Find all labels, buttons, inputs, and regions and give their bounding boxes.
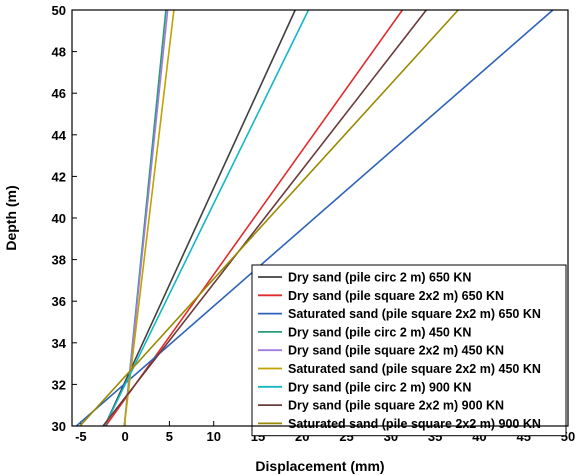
y-tick-label: 38 <box>52 253 66 268</box>
series-line-7 <box>104 9 310 427</box>
y-tick-label: 46 <box>52 86 66 101</box>
plot-area-border <box>71 9 569 427</box>
x-tick-label: 0 <box>122 429 129 444</box>
y-tick-label: 32 <box>52 377 66 392</box>
legend-entry: Dry sand (pile circ 2 m) 900 KN <box>288 380 471 394</box>
legend-entry: Dry sand (pile circ 2 m) 650 KN <box>288 271 471 285</box>
x-tick-label: 5 <box>166 429 173 444</box>
legend-entry: Dry sand (pile square 2x2 m) 650 KN <box>288 289 504 303</box>
series-line-8 <box>102 9 427 427</box>
y-tick-label: 44 <box>52 128 67 143</box>
x-tick-label: 10 <box>206 429 220 444</box>
y-tick-label: 36 <box>52 294 66 309</box>
y-axis-title: Depth (m) <box>3 185 19 250</box>
legend: Dry sand (pile circ 2 m) 650 KN Dry sand … <box>251 264 567 437</box>
legend-entry: Dry sand (pile square 2x2 m) 450 KN <box>288 344 504 358</box>
series-line-3 <box>75 9 554 427</box>
y-tick-label: 30 <box>52 419 66 434</box>
plot-frame <box>71 9 569 427</box>
x-tick-label: -5 <box>75 429 87 444</box>
series-line-6 <box>123 9 175 427</box>
series-line-9 <box>79 9 459 427</box>
y-tick-label: 40 <box>52 211 66 226</box>
y-tick-label: 34 <box>52 336 67 351</box>
y-tick-label: 48 <box>52 45 66 60</box>
y-tick-label: 42 <box>52 169 66 184</box>
series-line-1 <box>104 9 296 427</box>
y-tick-label: 50 <box>52 3 66 18</box>
series-line-5 <box>123 9 169 427</box>
legend-box <box>251 264 567 437</box>
x-axis-title: Displacement (mm) <box>255 458 384 474</box>
series-layer <box>75 9 554 427</box>
legend-entry: Dry sand (pile square 2x2 m) 900 KN <box>288 399 504 413</box>
legend-entry: Saturated sand (pile square 2x2 m) 450 K… <box>288 362 541 376</box>
legend-entry: Saturated sand (pile square 2x2 m) 900 K… <box>288 417 541 431</box>
legend-entry: Dry sand (pile circ 2 m) 450 KN <box>288 325 471 339</box>
legend-entry: Saturated sand (pile square 2x2 m) 650 K… <box>288 307 541 321</box>
